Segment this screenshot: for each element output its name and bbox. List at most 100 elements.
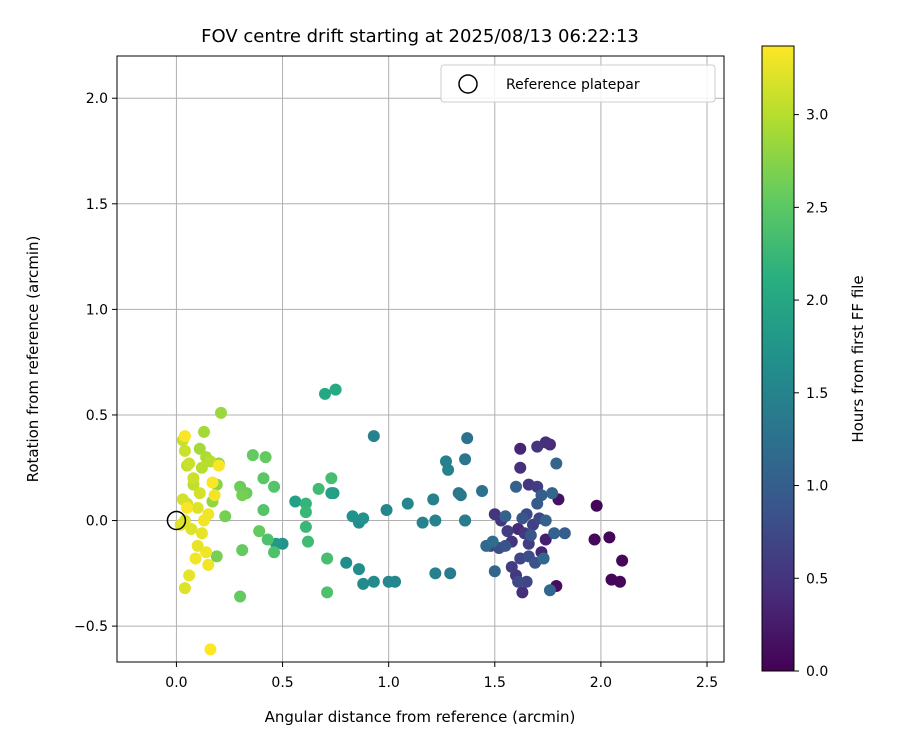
colorbar-tick-label: 1.0 (806, 479, 828, 495)
plot-frame (116, 55, 725, 663)
scatter-point (236, 489, 249, 502)
y-axis-label: Rotation from reference (arcmin) (24, 236, 42, 483)
scatter-point (318, 387, 331, 400)
colorbar-gradient (761, 45, 795, 672)
scatter-point (558, 527, 571, 540)
scatter-point (246, 449, 259, 462)
scatter-point (488, 508, 501, 521)
y-tick-label: 1.0 (86, 302, 108, 318)
scatter-point (321, 552, 334, 565)
scatter-point (302, 535, 315, 548)
scatter-point (181, 501, 194, 514)
scatter-point (329, 383, 342, 396)
scatter-point (514, 461, 527, 474)
x-tick-label: 2.0 (590, 675, 612, 691)
scatter-point (352, 563, 365, 576)
scatter-point (539, 533, 552, 546)
x-axis-label: Angular distance from reference (arcmin) (265, 708, 576, 726)
scatter-point (189, 552, 202, 565)
scatter-point (499, 510, 512, 523)
scatter-point (178, 444, 191, 457)
scatter-point (198, 425, 211, 438)
scatter-point (193, 487, 206, 500)
scatter-point (499, 539, 512, 552)
scatter-point (299, 506, 312, 519)
scatter-point (367, 430, 380, 443)
scatter-point (442, 463, 455, 476)
y-tick-label: 0.0 (86, 514, 108, 530)
x-tick-label: 0.5 (271, 675, 293, 691)
scatter-point (325, 472, 338, 485)
scatter-point (214, 406, 227, 419)
scatter-point (520, 575, 533, 588)
scatter-point (210, 550, 223, 563)
scatter-point (427, 493, 440, 506)
scatter-point (253, 525, 266, 538)
y-tick-label: −0.5 (74, 619, 108, 635)
scatter-point (531, 440, 544, 453)
x-tick-label: 2.5 (696, 675, 718, 691)
scatter-point (546, 487, 559, 500)
x-tick-label: 1.5 (484, 675, 506, 691)
colorbar-tick-label: 0.0 (806, 664, 828, 680)
scatter-point (325, 487, 338, 500)
grid-lines (117, 56, 724, 662)
colorbar-ticks: 0.0 0.5 1.0 1.5 2.0 2.5 3.0 (794, 108, 828, 680)
colorbar: 0.0 0.5 1.0 1.5 2.0 2.5 3.0 Hours from first F… (761, 45, 867, 680)
scatter-point (429, 514, 442, 527)
x-axis-ticks: 0.0 0.5 1.0 1.5 2.0 2.5 (165, 662, 718, 691)
colorbar-tick-label: 3.0 (806, 108, 828, 124)
scatter-point (357, 512, 370, 525)
x-tick-label: 0.0 (165, 675, 187, 691)
scatter-point (603, 531, 616, 544)
scatter-point (340, 556, 353, 569)
scatter-point (488, 565, 501, 578)
scatter-point (208, 489, 221, 502)
scatter-point (616, 554, 629, 567)
scatter-point (454, 489, 467, 502)
scatter-point (416, 516, 429, 529)
scatter-point (289, 495, 302, 508)
scatter-point (202, 508, 215, 521)
scatter-point (191, 501, 204, 514)
legend-marker (458, 74, 478, 94)
colorbar-tick-label: 1.5 (806, 386, 828, 402)
scatter-point (486, 535, 499, 548)
scatter-point (178, 582, 191, 595)
scatter-point (219, 510, 232, 523)
scatter-point (501, 525, 514, 538)
x-tick-label: 1.0 (378, 675, 400, 691)
scatter-point (514, 442, 527, 455)
scatter-point (380, 503, 393, 516)
chart-title: FOV centre drift starting at 2025/08/13 … (201, 26, 639, 47)
scatter-point (236, 544, 249, 557)
colorbar-tick-label: 2.5 (806, 200, 828, 216)
data-points (166, 383, 629, 656)
scatter-point (202, 558, 215, 571)
scatter-point (550, 457, 563, 470)
y-tick-label: 2.0 (86, 91, 108, 107)
scatter-point (512, 575, 525, 588)
scatter-point (429, 567, 442, 580)
scatter-point (185, 522, 198, 535)
scatter-point (234, 590, 247, 603)
scatter-point (461, 432, 474, 445)
y-tick-label: 0.5 (86, 408, 108, 424)
scatter-point (537, 552, 550, 565)
scatter-point (382, 575, 395, 588)
scatter-point (535, 489, 548, 502)
scatter-point (200, 546, 213, 559)
y-axis-ticks: −0.5 0.0 0.5 1.0 1.5 2.0 (74, 91, 117, 635)
scatter-point (357, 577, 370, 590)
scatter-point (268, 480, 281, 493)
scatter-point (259, 451, 272, 464)
scatter-point (312, 482, 325, 495)
scatter-point (590, 499, 603, 512)
scatter-point (191, 539, 204, 552)
scatter-point (178, 430, 191, 443)
scatter-point (206, 476, 219, 489)
scatter-point (212, 459, 225, 472)
scatter-point (524, 529, 537, 542)
scatter-point (367, 575, 380, 588)
